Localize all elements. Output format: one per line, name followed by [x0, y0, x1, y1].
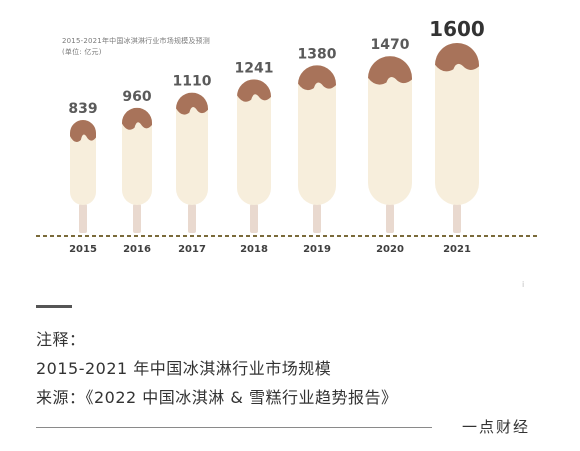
popsicle-stick: [133, 204, 141, 233]
chocolate-topping: [435, 43, 479, 72]
bar: [298, 65, 336, 206]
note-line-2: 来源：《2022 中国冰淇淋 & 雪糕行业趋势报告》: [36, 388, 398, 407]
chocolate-topping: [70, 120, 96, 143]
chocolate-topping: [368, 56, 412, 85]
popsicle-stick: [313, 204, 321, 233]
popsicle-stick: [250, 204, 258, 233]
bar: [122, 107, 152, 205]
x-tick-label: 2021: [443, 244, 471, 255]
data-label: 1110: [173, 74, 212, 90]
bar: [176, 92, 208, 205]
chocolate-topping: [237, 79, 271, 102]
chart-unit-note: (单位: 亿元): [62, 48, 102, 56]
popsicle-stick: [188, 204, 196, 233]
bottom-rule: [36, 427, 432, 428]
bar: [237, 79, 271, 205]
popsicle-stick: [386, 204, 394, 233]
x-tick-label: 2019: [303, 244, 331, 255]
bar: [435, 43, 479, 205]
x-tick-label: 2016: [123, 244, 151, 255]
corner-mark: i: [522, 280, 525, 289]
popsicle-stick: [79, 204, 87, 233]
chocolate-topping: [176, 92, 208, 115]
chocolate-topping: [298, 65, 336, 91]
x-tick-label: 2015: [69, 244, 97, 255]
data-label: 1380: [298, 46, 337, 62]
data-label: 960: [122, 89, 151, 105]
chocolate-topping: [122, 107, 152, 130]
data-label: 839: [68, 101, 97, 117]
chart-title: 2015-2021年中国冰淇淋行业市场规模及预测: [62, 37, 210, 45]
section-divider: [36, 305, 72, 308]
popsicle-stick: [453, 204, 461, 233]
chart-svg: 839 2015 960 2016 1110 2017 1241 2018 1380 2019 14…: [36, 17, 540, 255]
bar: [368, 56, 412, 205]
brand-name: 一点财经: [462, 418, 531, 436]
x-tick-label: 2020: [376, 244, 404, 255]
x-tick-label: 2018: [240, 244, 268, 255]
x-tick-label: 2017: [178, 244, 206, 255]
chart-area: 2015-2021年中国冰淇淋行业市场规模及预测 (单位: 亿元) 839 201…: [36, 17, 540, 289]
data-label: 1241: [235, 60, 274, 76]
data-label: 1470: [371, 37, 410, 53]
note-line-1: 2015-2021 年中国冰淇淋行业市场规模: [36, 359, 332, 378]
data-label: 1600: [429, 17, 485, 41]
note-heading: 注释：: [36, 330, 86, 349]
